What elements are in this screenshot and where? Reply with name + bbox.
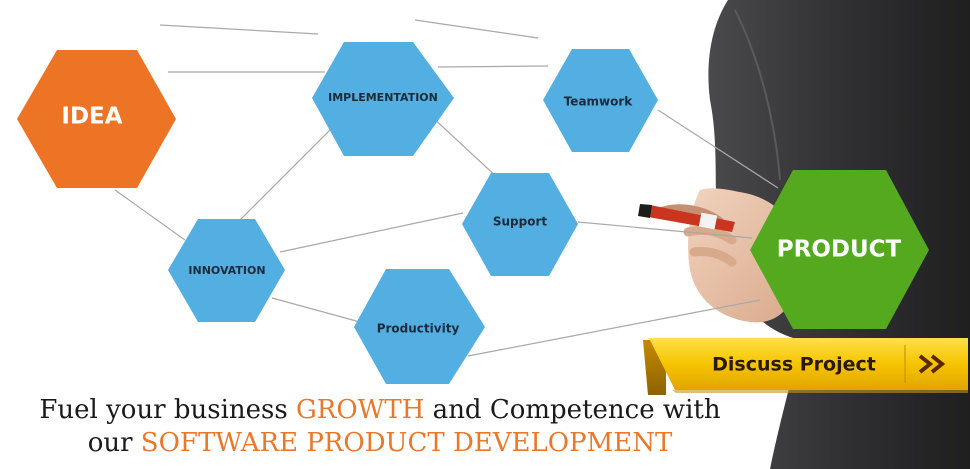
node-product: PRODUCT <box>750 170 929 329</box>
implementation-hexagon <box>312 42 454 156</box>
marker-pen-image <box>638 204 735 232</box>
node-implementation: IMPLEMENTATION <box>312 42 454 156</box>
innovation-label: INNOVATION <box>188 264 265 277</box>
connector-lines <box>114 19 779 357</box>
teamwork-hexagon <box>543 49 658 152</box>
discuss-project-label[interactable]: Discuss Project <box>712 354 876 376</box>
double-chevron-right-icon[interactable] <box>918 354 946 374</box>
idea-label: IDEA <box>61 104 122 130</box>
tagline-line-2: our SOFTWARE PRODUCT DEVELOPMENT <box>87 428 673 458</box>
node-support: Support <box>462 173 578 276</box>
implementation-label: IMPLEMENTATION <box>328 91 438 104</box>
support-hexagon <box>462 173 578 276</box>
support-label: Support <box>493 215 548 229</box>
productivity-label: Productivity <box>377 322 460 336</box>
node-teamwork: Teamwork <box>543 49 658 152</box>
node-productivity: Productivity <box>354 269 485 384</box>
teamwork-label: Teamwork <box>564 95 634 109</box>
node-idea: IDEA <box>17 50 176 188</box>
idea-hexagon <box>17 50 176 188</box>
innovation-hexagon <box>168 219 285 322</box>
discuss-project-button[interactable]: Discuss Project <box>643 338 968 395</box>
productivity-hexagon <box>354 269 485 384</box>
product-label: PRODUCT <box>777 237 902 263</box>
node-innovation: INNOVATION <box>168 219 285 322</box>
tagline: Fuel your business GROWTH and Competence… <box>0 394 760 460</box>
product-hexagon <box>750 170 929 329</box>
tagline-line-1: Fuel your business GROWTH and Competence… <box>39 395 721 425</box>
